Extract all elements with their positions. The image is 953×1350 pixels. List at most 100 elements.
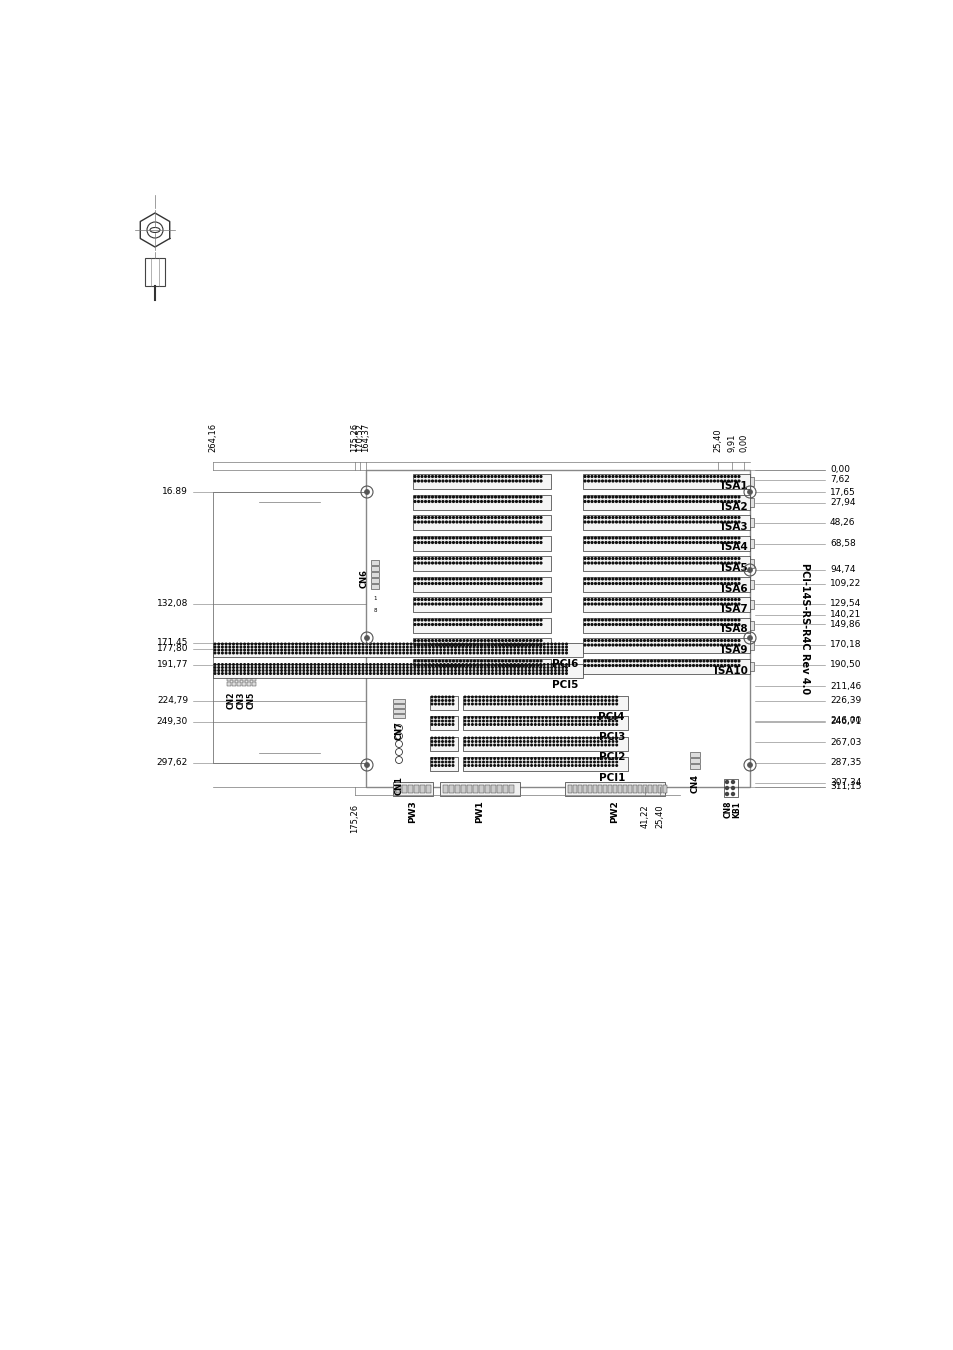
Circle shape [414, 583, 416, 585]
Text: CN1: CN1 [395, 776, 403, 795]
Circle shape [702, 495, 704, 498]
Circle shape [512, 541, 514, 544]
Circle shape [351, 672, 353, 674]
Circle shape [587, 624, 589, 625]
Circle shape [557, 761, 558, 763]
Circle shape [530, 761, 532, 763]
Circle shape [373, 670, 375, 671]
Circle shape [470, 537, 472, 539]
Circle shape [529, 541, 531, 544]
Circle shape [591, 521, 592, 522]
Circle shape [321, 649, 323, 651]
Circle shape [452, 761, 454, 763]
Circle shape [395, 664, 396, 666]
Circle shape [438, 521, 440, 522]
Circle shape [515, 501, 517, 502]
Circle shape [738, 541, 740, 544]
Circle shape [470, 521, 472, 522]
Circle shape [321, 672, 323, 674]
Circle shape [604, 737, 606, 738]
Circle shape [523, 699, 524, 701]
Circle shape [482, 703, 484, 705]
Circle shape [571, 697, 573, 698]
Circle shape [625, 598, 627, 601]
Circle shape [625, 558, 627, 559]
Circle shape [292, 649, 294, 651]
Circle shape [497, 664, 499, 667]
Circle shape [667, 481, 669, 482]
Circle shape [497, 741, 498, 743]
Circle shape [713, 562, 715, 564]
Circle shape [421, 670, 422, 671]
Circle shape [410, 643, 412, 645]
Circle shape [667, 583, 669, 585]
Circle shape [550, 643, 552, 645]
Circle shape [435, 558, 436, 559]
Circle shape [529, 644, 531, 645]
Circle shape [459, 521, 461, 522]
Circle shape [717, 475, 719, 478]
Circle shape [529, 562, 531, 564]
Circle shape [478, 703, 480, 705]
Circle shape [471, 737, 473, 738]
Bar [393, 709, 405, 713]
Circle shape [445, 717, 446, 718]
Circle shape [738, 620, 740, 621]
Circle shape [727, 537, 729, 539]
Circle shape [441, 537, 443, 539]
Circle shape [476, 598, 478, 601]
Circle shape [598, 475, 599, 478]
Circle shape [512, 578, 514, 580]
Circle shape [329, 647, 330, 648]
Circle shape [497, 757, 498, 759]
Circle shape [678, 664, 679, 667]
Text: 0,00: 0,00 [739, 435, 748, 452]
Circle shape [417, 647, 419, 648]
Circle shape [392, 670, 393, 671]
Circle shape [425, 664, 426, 666]
Bar [582, 474, 749, 489]
Circle shape [563, 764, 565, 767]
Circle shape [236, 664, 237, 666]
Circle shape [251, 667, 253, 668]
Circle shape [325, 652, 327, 653]
Circle shape [675, 558, 677, 559]
Circle shape [529, 558, 531, 559]
Circle shape [483, 517, 485, 518]
Circle shape [236, 652, 237, 653]
Circle shape [455, 647, 456, 648]
Circle shape [601, 640, 602, 641]
Circle shape [525, 495, 527, 498]
Circle shape [593, 737, 595, 738]
Circle shape [417, 598, 419, 601]
Circle shape [284, 670, 286, 671]
Circle shape [512, 664, 514, 667]
Circle shape [696, 521, 698, 522]
Circle shape [699, 481, 700, 482]
Circle shape [464, 697, 465, 698]
Circle shape [395, 643, 396, 645]
Circle shape [593, 757, 595, 759]
Circle shape [724, 787, 728, 790]
Circle shape [244, 664, 245, 666]
Circle shape [671, 495, 673, 498]
Circle shape [425, 670, 426, 671]
Circle shape [445, 697, 446, 698]
Circle shape [504, 764, 506, 767]
Circle shape [336, 670, 337, 671]
Bar [749, 498, 753, 506]
Circle shape [339, 670, 341, 671]
Circle shape [678, 624, 679, 625]
Circle shape [578, 761, 579, 763]
Circle shape [699, 598, 700, 601]
Circle shape [488, 670, 489, 671]
Circle shape [456, 620, 457, 621]
Circle shape [438, 660, 440, 662]
Circle shape [497, 620, 499, 621]
Circle shape [251, 649, 253, 651]
Circle shape [465, 667, 467, 668]
Circle shape [295, 664, 297, 666]
Circle shape [593, 741, 595, 743]
Circle shape [706, 475, 708, 478]
Circle shape [424, 578, 426, 580]
